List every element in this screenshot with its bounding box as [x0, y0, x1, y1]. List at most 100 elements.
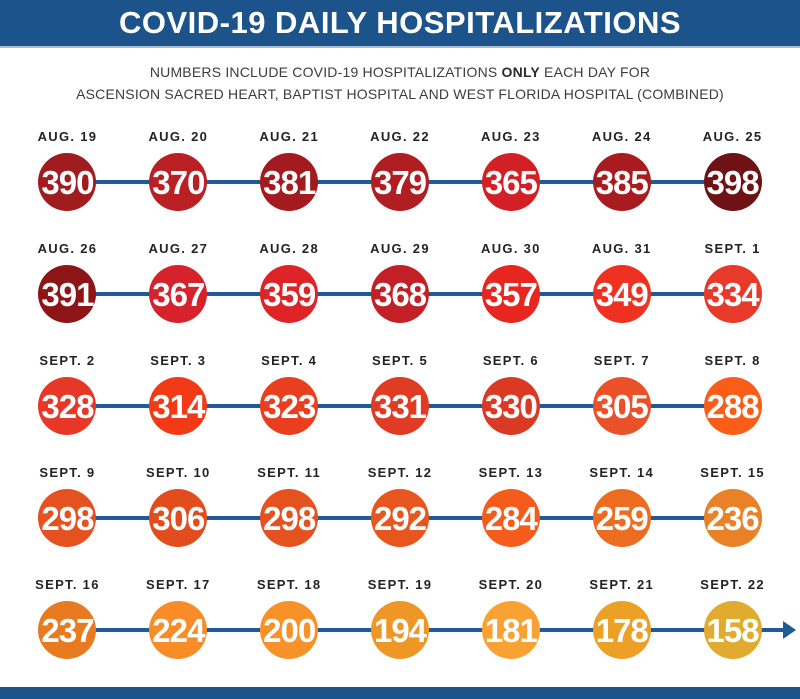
chart-row: AUG. 19 390 AUG. 20 370 AUG. 21 381 AUG.… — [12, 121, 788, 233]
day-column: SEPT. 21 178 — [566, 569, 677, 681]
date-label: SEPT. 22 — [700, 577, 765, 592]
value-circle: 379 — [371, 153, 429, 211]
value-circle: 284 — [481, 489, 540, 547]
date-label: SEPT. 21 — [589, 577, 655, 592]
value-label: 298 — [263, 499, 316, 537]
value-circle: 367 — [149, 265, 208, 323]
chart-row: SEPT. 2 328 SEPT. 3 314 SEPT. 4 323 SEPT… — [12, 345, 788, 457]
date-label: SEPT. 12 — [367, 465, 433, 480]
subtitle-line-2: ASCENSION SACRED HEART, BAPTIST HOSPITAL… — [76, 86, 724, 102]
value-label: 181 — [484, 611, 538, 649]
value-label: 365 — [484, 163, 538, 201]
day-column: SEPT. 8 288 — [677, 345, 788, 457]
footer-bar — [0, 687, 800, 699]
day-column: SEPT. 15 236 — [677, 457, 788, 569]
value-circle: 368 — [371, 265, 429, 323]
value-label: 323 — [263, 387, 316, 425]
value-circle: 298 — [260, 489, 319, 547]
day-column: AUG. 21 381 — [234, 121, 345, 233]
value-circle: 334 — [703, 265, 762, 323]
day-column: SEPT. 4 323 — [234, 345, 345, 457]
date-label: AUG. 19 — [37, 129, 98, 144]
day-column: AUG. 24 385 — [566, 121, 677, 233]
day-column: SEPT. 19 194 — [345, 569, 456, 681]
date-label: SEPT. 14 — [589, 465, 655, 480]
value-label: 200 — [263, 611, 316, 649]
value-circle: 398 — [703, 153, 762, 211]
date-label: AUG. 26 — [37, 241, 98, 256]
day-column: AUG. 28 359 — [234, 233, 345, 345]
chart-row: SEPT. 16 237 SEPT. 17 224 SEPT. 18 200 S… — [12, 569, 796, 681]
day-column: SEPT. 13 284 — [455, 457, 566, 569]
value-circle: 391 — [38, 265, 97, 323]
date-label: SEPT. 1 — [704, 241, 761, 256]
date-label: SEPT. 11 — [257, 465, 322, 480]
date-label: AUG. 28 — [259, 241, 319, 256]
day-column: SEPT. 11 298 — [234, 457, 345, 569]
date-label: SEPT. 8 — [704, 353, 761, 368]
value-label: 288 — [706, 387, 760, 425]
date-label: AUG. 30 — [481, 241, 541, 256]
value-circle: 237 — [38, 601, 97, 659]
value-circle: 331 — [371, 377, 429, 435]
date-label: AUG. 20 — [148, 129, 209, 144]
value-label: 298 — [41, 499, 94, 537]
value-label: 370 — [152, 163, 205, 201]
day-column: AUG. 22 379 — [345, 121, 456, 233]
header-bar: COVID-19 DAILY HOSPITALIZATIONS — [0, 0, 800, 48]
date-label: AUG. 24 — [591, 129, 652, 144]
value-label: 259 — [595, 499, 649, 537]
date-label: SEPT. 6 — [482, 353, 539, 368]
value-label: 385 — [595, 163, 649, 201]
date-label: SEPT. 7 — [593, 353, 650, 368]
value-circle: 328 — [38, 377, 97, 435]
value-label: 284 — [484, 499, 538, 537]
value-circle: 349 — [592, 265, 651, 323]
value-circle: 306 — [149, 489, 208, 547]
value-circle: 330 — [481, 377, 540, 435]
value-circle: 178 — [592, 601, 651, 659]
date-label: SEPT. 4 — [261, 353, 318, 368]
subtitle: NUMBERS INCLUDE COVID-19 HOSPITALIZATION… — [0, 48, 800, 105]
value-label: 237 — [41, 611, 94, 649]
day-column: AUG. 30 357 — [455, 233, 566, 345]
value-label: 178 — [595, 611, 649, 649]
date-label: AUG. 29 — [370, 241, 430, 256]
day-column: SEPT. 2 328 — [12, 345, 123, 457]
page-title: COVID-19 DAILY HOSPITALIZATIONS — [118, 5, 682, 40]
value-circle: 385 — [592, 153, 651, 211]
day-column: SEPT. 9 298 — [12, 457, 123, 569]
date-label: SEPT. 16 — [35, 577, 100, 592]
value-circle: 259 — [592, 489, 651, 547]
subtitle-line-1: NUMBERS INCLUDE COVID-19 HOSPITALIZATION… — [149, 64, 651, 80]
value-circle: 390 — [38, 153, 97, 211]
value-label: 330 — [484, 387, 538, 425]
value-label: 331 — [373, 387, 427, 425]
value-label: 334 — [706, 275, 760, 313]
day-column: SEPT. 17 224 — [123, 569, 234, 681]
day-column: AUG. 25 398 — [677, 121, 788, 233]
value-label: 367 — [152, 275, 205, 313]
date-label: SEPT. 3 — [150, 353, 207, 368]
date-label: SEPT. 5 — [371, 353, 429, 368]
day-column: SEPT. 1 334 — [677, 233, 788, 345]
value-circle: 357 — [481, 265, 540, 323]
value-label: 314 — [152, 387, 205, 425]
date-label: SEPT. 13 — [478, 465, 544, 480]
value-circle: 224 — [149, 601, 208, 659]
date-label: SEPT. 19 — [367, 577, 433, 592]
day-column: SEPT. 22 158 — [677, 569, 788, 681]
day-column: AUG. 29 368 — [345, 233, 456, 345]
date-label: SEPT. 20 — [478, 577, 544, 592]
day-column: SEPT. 7 305 — [566, 345, 677, 457]
date-label: SEPT. 15 — [700, 465, 765, 480]
day-column: AUG. 23 365 — [455, 121, 566, 233]
day-column: AUG. 31 349 — [566, 233, 677, 345]
value-circle: 181 — [481, 601, 540, 659]
chart-row: AUG. 26 391 AUG. 27 367 AUG. 28 359 AUG.… — [12, 233, 788, 345]
day-column: SEPT. 10 306 — [123, 457, 234, 569]
value-label: 328 — [41, 387, 94, 425]
day-column: AUG. 27 367 — [123, 233, 234, 345]
value-label: 390 — [41, 163, 94, 201]
value-label: 357 — [484, 275, 538, 313]
